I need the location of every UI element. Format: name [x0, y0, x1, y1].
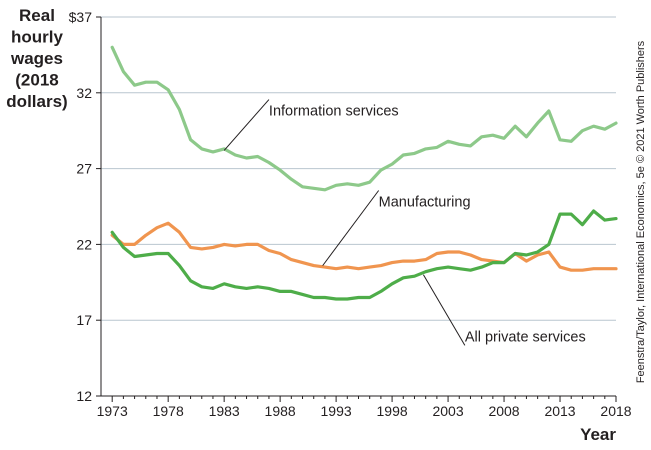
y-axis-title-line: dollars): [6, 92, 67, 111]
series-annotations: Information services Manufacturing All pri…: [223, 99, 586, 346]
y-axis-title-line: (2018: [15, 71, 58, 90]
y-tick-labels: $37 32 27 22 17 12: [69, 9, 101, 404]
x-tick-label: 2003: [432, 403, 463, 419]
x-tick-label: 2018: [600, 403, 631, 419]
y-tick-label: 27: [76, 161, 92, 177]
series-line-all-private-services: [110, 209, 618, 301]
annotation-leader-line: [223, 99, 270, 151]
credit-line: Feenstra/Taylor, International Economics…: [635, 40, 647, 383]
annotation-leader-line: [322, 190, 380, 266]
series-lines: [110, 45, 618, 301]
x-tick-label: 1993: [321, 403, 352, 419]
y-tick-label: $37: [69, 9, 93, 25]
x-tick-label: 1978: [153, 403, 184, 419]
series-line-manufacturing: [110, 221, 618, 272]
series-annotation-label: All private services: [465, 329, 586, 345]
y-axis-title-line: hourly: [11, 28, 63, 47]
y-axis-title-line: Real: [19, 6, 55, 25]
x-axis-title: Year: [580, 425, 616, 444]
y-tick-label: 12: [76, 388, 92, 404]
series-line-information-services: [110, 45, 618, 192]
x-tick-label: 2013: [544, 403, 575, 419]
y-tick-label: 22: [76, 236, 92, 252]
series-annotation-label: Manufacturing: [379, 195, 471, 211]
y-axis-title-line: wages: [10, 49, 63, 68]
series-annotation-label: Information services: [269, 104, 399, 120]
y-axis-title: Real hourly wages (2018 dollars): [6, 6, 67, 111]
x-tick-label: 2008: [488, 403, 519, 419]
x-tick-labels: 1973 1978 1983 1988 1993 1998 2003 2008 2013 2018: [97, 396, 632, 419]
x-tick-label: 1973: [97, 403, 128, 419]
x-tick-label: 1998: [377, 403, 408, 419]
gridlines: [101, 16, 616, 321]
x-tick-label: 1983: [209, 403, 240, 419]
annotation-leader-line: [423, 274, 466, 346]
y-tick-label: 17: [76, 312, 92, 328]
y-tick-label: 32: [76, 85, 92, 101]
x-tick-label: 1988: [265, 403, 296, 419]
